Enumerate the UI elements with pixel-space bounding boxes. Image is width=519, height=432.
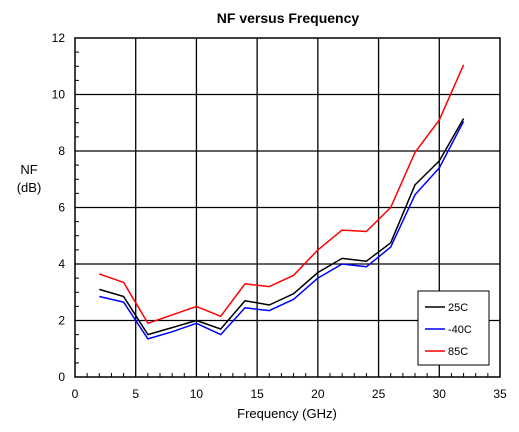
legend-label-85C: 85C bbox=[448, 346, 468, 358]
legend-box bbox=[417, 290, 490, 366]
x-tick-label: 30 bbox=[433, 387, 447, 401]
legend-label-25C: 25C bbox=[448, 302, 468, 314]
series-line-25C bbox=[99, 118, 465, 336]
y-tick-label: 8 bbox=[58, 144, 65, 158]
x-axis-label: Frequency (GHz) bbox=[237, 406, 337, 421]
x-tick-label: 5 bbox=[132, 387, 139, 401]
plot-frame bbox=[74, 37, 501, 378]
y-tick-label: 2 bbox=[58, 314, 65, 328]
series-lines bbox=[99, 64, 465, 340]
legend-label--40C: -40C bbox=[448, 324, 472, 336]
x-tick-label: 10 bbox=[190, 387, 204, 401]
legend: 25C -40C 85C bbox=[417, 290, 490, 366]
x-tick-label: 25 bbox=[372, 387, 386, 401]
series-line--40C bbox=[99, 120, 465, 340]
x-tick-label: 0 bbox=[72, 387, 79, 401]
chart-title: NF versus Frequency bbox=[217, 10, 360, 26]
y-axis-ticks: 0 2 4 6 8 10 12 bbox=[52, 31, 79, 384]
y-axis-label-line2: (dB) bbox=[17, 180, 42, 195]
y-axis-label-line1: NF bbox=[20, 162, 37, 177]
x-tick-label: 15 bbox=[250, 387, 264, 401]
y-tick-label: 12 bbox=[52, 31, 66, 45]
y-tick-label: 10 bbox=[52, 88, 66, 102]
x-tick-label: 35 bbox=[493, 387, 507, 401]
y-tick-label: 4 bbox=[58, 257, 65, 271]
series-line-85C bbox=[99, 64, 465, 325]
x-tick-label: 20 bbox=[311, 387, 325, 401]
y-tick-label: 0 bbox=[58, 370, 65, 384]
y-tick-label: 6 bbox=[58, 201, 65, 215]
